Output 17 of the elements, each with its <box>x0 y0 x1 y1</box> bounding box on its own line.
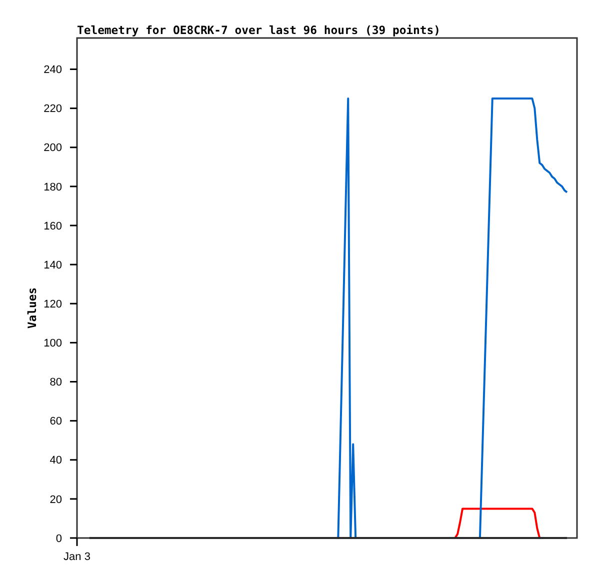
y-tick-label: 60 <box>50 416 62 428</box>
y-tick-label: 100 <box>44 338 62 350</box>
y-tick-label: 240 <box>44 64 62 76</box>
y-tick-label: 180 <box>44 181 62 194</box>
y-tick-label: 200 <box>44 142 62 154</box>
y-tick-label: 120 <box>44 298 62 310</box>
y-tick-label: 140 <box>44 259 62 272</box>
y-tick-label: 20 <box>50 494 62 506</box>
x-tick-label: Jan 3 <box>64 551 90 563</box>
y-tick-label: 40 <box>50 454 62 467</box>
y-tick-label: 80 <box>50 376 62 389</box>
y-tick-label: 160 <box>44 220 62 232</box>
line-series <box>454 508 541 539</box>
y-tick-label: 220 <box>44 103 62 116</box>
y-axis-title: Values <box>25 287 39 329</box>
chart-title: Telemetry for OE8CRK-7 over last 96 hours (39 points) <box>77 23 440 37</box>
y-tick-label: 0 <box>56 532 62 545</box>
